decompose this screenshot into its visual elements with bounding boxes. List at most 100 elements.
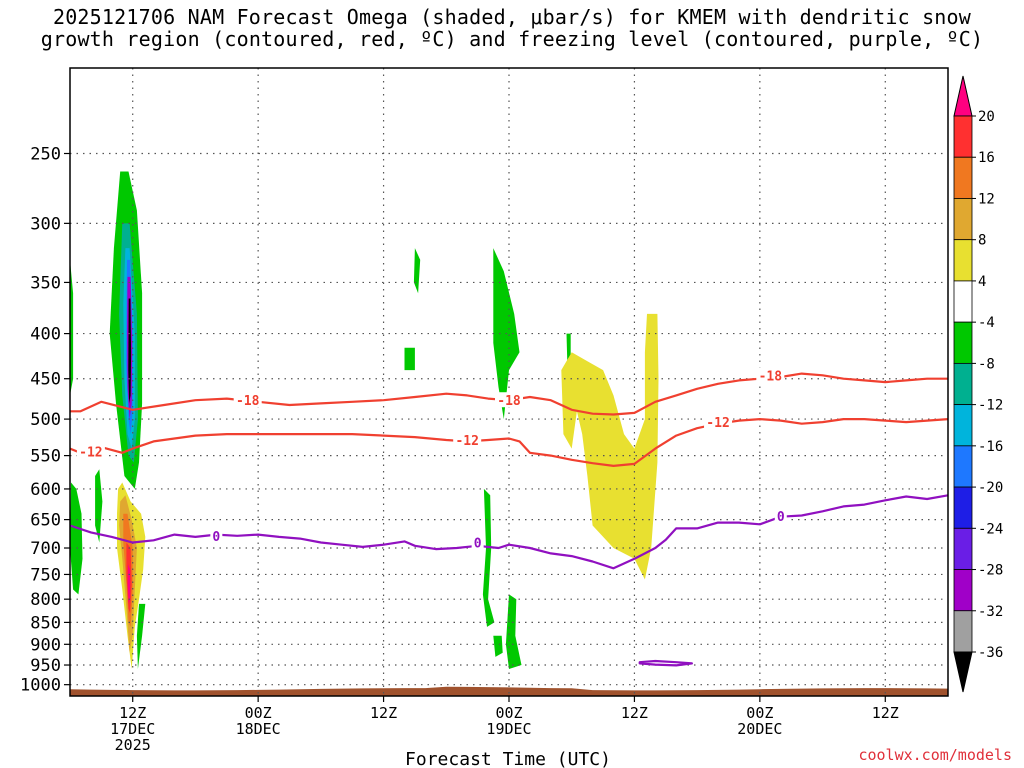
colorbar-label-7: -12 — [978, 398, 1003, 414]
colorbar-swatch-4 — [953, 239, 973, 282]
colorbar-label-1: 16 — [978, 150, 995, 166]
x-tick-label-66: 00Z — [746, 704, 773, 722]
x-tick-label-30: 12Z — [370, 704, 397, 722]
contour-lines: -18 -18 -18 -12 -12 -12 0 0 0 — [69, 367, 949, 667]
shaded-region-11 — [70, 482, 83, 595]
colorbar-swatch-8 — [953, 404, 973, 447]
colorbar-label-12: -32 — [978, 604, 1003, 620]
x-tick-label-42: 00Z — [495, 704, 522, 722]
shaded-region-22 — [561, 313, 659, 580]
y-axis: 2503003504004505005506006507007508008509… — [20, 144, 70, 696]
x-tick-day-42: 19DEC — [486, 720, 531, 738]
contour-label-2-2: 0 — [777, 510, 785, 525]
colorbar-label-0: 20 — [978, 109, 995, 125]
shaded-region-13 — [70, 259, 74, 396]
colorbar-label-11: -28 — [978, 563, 1003, 579]
contour-label-1-0: -12 — [79, 445, 102, 460]
grid-lines — [70, 68, 948, 696]
y-tick-label-400: 400 — [30, 325, 61, 345]
y-tick-label-250: 250 — [30, 144, 61, 164]
y-tick-label-450: 450 — [30, 370, 61, 390]
contour-label-bg — [704, 414, 733, 430]
credit-text: coolwx.com/models — [858, 746, 1012, 764]
contour-label-bg — [233, 392, 262, 408]
contour-label-0-2: -18 — [759, 369, 783, 384]
colorbar-swatch-2 — [953, 156, 973, 199]
y-tick-label-500: 500 — [30, 410, 61, 430]
contour-line-2 — [69, 494, 949, 570]
x-tick-label-6: 12Z — [119, 704, 146, 722]
colorbar-swatch-9 — [953, 445, 973, 488]
y-tick-label-800: 800 — [30, 590, 61, 610]
shaded-region-20 — [493, 635, 503, 657]
contour-label-0-1: -18 — [497, 394, 521, 409]
x-tick-day-18: 18DEC — [236, 720, 281, 738]
y-tick-label-350: 350 — [30, 273, 61, 293]
contour-line-1 — [69, 418, 949, 467]
colorbar-top-arrow — [953, 75, 973, 117]
x-tick-year-6: 2025 — [115, 736, 151, 754]
y-tick-label-600: 600 — [30, 480, 61, 500]
y-tick-label-900: 900 — [30, 635, 61, 655]
y-tick-label-550: 550 — [30, 447, 61, 467]
y-tick-label-850: 850 — [30, 613, 61, 633]
colorbar-label-5: -4 — [978, 315, 995, 331]
shaded-region-19 — [482, 488, 495, 627]
colorbar-label-6: -8 — [978, 356, 995, 372]
contour-label-0-0: -18 — [236, 394, 260, 409]
y-tick-label-750: 750 — [30, 565, 61, 585]
terrain-ground — [70, 686, 948, 696]
y-tick-label-950: 950 — [30, 656, 61, 676]
colorbar-swatch-6 — [953, 321, 973, 364]
x-tick-label-18: 00Z — [245, 704, 272, 722]
colorbar-label-13: -36 — [978, 645, 1003, 661]
shaded-region-16 — [404, 347, 415, 371]
colorbar-label-9: -20 — [978, 480, 1003, 496]
shaded-region-12 — [95, 469, 103, 543]
colorbar-legend: 20 16 12 8 4 -4 -8 -12 -16 -20 -24 -28 -32 -36 — [953, 75, 1003, 693]
x-axis-label: Forecast Time (UTC) — [405, 749, 611, 768]
contour-label-bg — [76, 443, 105, 459]
contour-label-1-2: -12 — [706, 416, 729, 431]
colorbar-label-2: 12 — [978, 191, 995, 207]
contour-label-bg — [774, 508, 787, 524]
y-tick-label-650: 650 — [30, 511, 61, 531]
x-tick-day-66: 20DEC — [737, 720, 782, 738]
colorbar-swatch-5 — [953, 280, 973, 323]
contour-label-bg — [495, 392, 523, 408]
omega-shaded-regions — [70, 171, 659, 669]
colorbar-swatch-7 — [953, 362, 973, 406]
terrain — [70, 686, 948, 696]
colorbar-label-10: -24 — [978, 521, 1003, 537]
contour-label-bg — [756, 367, 785, 383]
y-tick-label-1000: 1000 — [20, 676, 61, 696]
chart-title-line-1: 2025121706 NAM Forecast Omega (shaded, μ… — [52, 5, 972, 29]
chart-title: 2025121706 NAM Forecast Omega (shaded, μ… — [0, 6, 1024, 50]
y-tick-label-300: 300 — [30, 214, 61, 234]
shaded-region-5 — [128, 298, 132, 404]
colorbar-swatch-13 — [953, 610, 973, 653]
chart-title-line-2: growth region (contoured, red, ºC) and f… — [40, 27, 984, 51]
shaded-region-21 — [505, 594, 522, 669]
colorbar-bottom-arrow — [953, 651, 973, 693]
contour-label-1-1: -12 — [455, 434, 478, 449]
colorbar-swatch-1 — [953, 115, 973, 158]
colorbar-label-3: 8 — [978, 233, 986, 249]
contour-label-bg — [471, 534, 484, 550]
contour-label-bg — [210, 527, 223, 543]
contour-label-2-1: 0 — [474, 536, 482, 551]
colorbar-swatch-11 — [953, 527, 973, 570]
contour-line-3 — [638, 659, 693, 667]
colorbar-label-4: 4 — [978, 274, 986, 290]
shaded-region-14 — [136, 603, 146, 669]
colorbar-swatch-3 — [953, 198, 973, 241]
x-tick-day-6: 17DEC — [110, 720, 155, 738]
y-tick-label-700: 700 — [30, 539, 61, 559]
contour-label-2-0: 0 — [212, 530, 220, 545]
contour-label-bg — [453, 431, 482, 447]
colorbar-label-8: -16 — [978, 439, 1003, 455]
contour-line-0 — [70, 372, 948, 416]
x-tick-label-78: 12Z — [872, 704, 899, 722]
